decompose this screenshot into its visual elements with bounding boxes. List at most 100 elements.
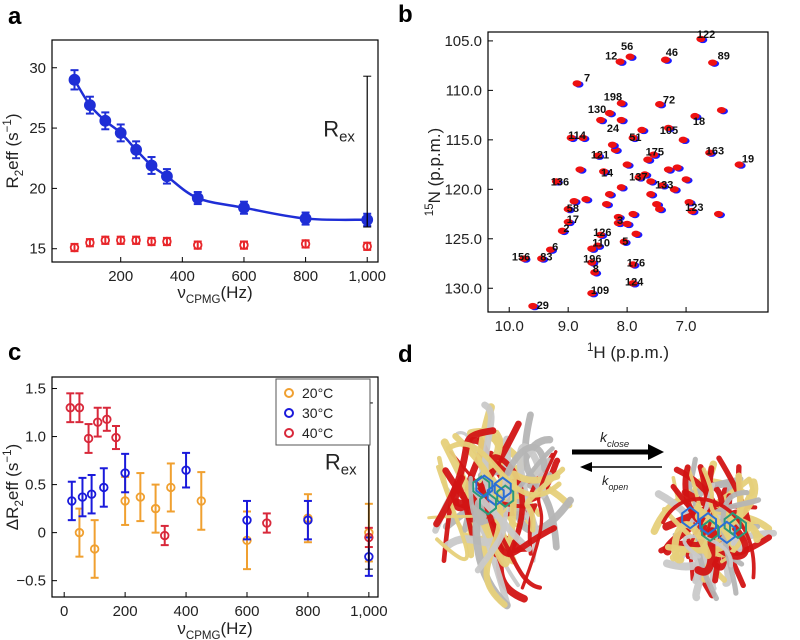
peak-label: 8 — [593, 263, 599, 275]
data-point — [99, 114, 112, 127]
x-tick-label: 400 — [174, 603, 199, 620]
y-tick-label: 1.5 — [25, 381, 46, 398]
data-point — [262, 518, 272, 528]
error-bar — [84, 423, 93, 454]
ribbon — [443, 435, 511, 550]
peak-red — [622, 161, 632, 168]
peak-red — [696, 35, 706, 43]
y-tick-label: 115.0 — [446, 132, 482, 149]
ligand — [681, 506, 700, 530]
text-part: open — [609, 482, 629, 492]
error-bar — [66, 392, 75, 424]
text-part: H (p.p.m.) — [593, 343, 669, 362]
peak-red — [652, 200, 662, 208]
peak-red — [625, 53, 635, 60]
text-part: R — [323, 117, 339, 142]
data-point — [150, 503, 161, 514]
peak-label: 136 — [551, 176, 569, 188]
peak-red — [581, 196, 591, 203]
data-point — [303, 515, 313, 525]
peak-label: 58 — [567, 203, 579, 215]
x-tick-label: 9.0 — [558, 318, 579, 335]
peak-red — [587, 290, 597, 297]
peak-red — [604, 191, 614, 198]
peak-label: 137 — [629, 171, 647, 183]
peak-red — [587, 259, 597, 266]
data-point — [193, 240, 203, 250]
legend-label: 40°C — [302, 425, 333, 441]
peak-red — [637, 126, 647, 134]
error-bar — [242, 499, 251, 541]
y-axis-label: ΔR2eff (s−1) — [2, 444, 26, 530]
peak-red — [593, 152, 603, 159]
x-tick-label: 1,000 — [350, 603, 388, 620]
panel-label: b — [398, 1, 413, 28]
y-tick-label: 130.0 — [444, 280, 482, 297]
x-axis-label: νCPMG(Hz) — [177, 283, 252, 306]
peak-label: 7 — [584, 73, 590, 85]
data-point — [191, 192, 204, 204]
error-bar — [87, 473, 96, 515]
legend-marker — [284, 428, 294, 438]
peak-label: 196 — [583, 254, 601, 266]
ligand — [493, 476, 512, 500]
peak-red — [646, 191, 656, 198]
data-point — [120, 496, 130, 506]
ligand — [717, 520, 736, 545]
plot-frame — [487, 31, 769, 313]
text-part: 2 — [14, 170, 26, 176]
text-part: −1 — [2, 449, 14, 462]
peak-label: 17 — [567, 214, 579, 226]
peak-red — [563, 218, 573, 226]
panel-label: d — [398, 341, 413, 368]
peak-label: 89 — [718, 51, 730, 63]
y-tick-label: 0.5 — [25, 477, 46, 494]
data-point — [130, 143, 143, 156]
peak-label: 105 — [660, 125, 678, 137]
error-bar — [93, 406, 102, 438]
error-bar — [262, 512, 271, 534]
data-point — [238, 201, 250, 214]
peak-label: 46 — [666, 47, 678, 59]
peak-label: 121 — [591, 150, 609, 162]
x-tick-label: 800 — [295, 603, 320, 620]
protein-closed — [650, 455, 778, 602]
data-point — [181, 465, 191, 475]
panel-d — [572, 444, 664, 472]
x-axis-label: 1H (p.p.m.) — [587, 342, 669, 362]
y-tick-label: 25 — [29, 120, 46, 137]
x-tick-label: 0 — [60, 603, 68, 620]
peak-label: 110 — [592, 238, 610, 250]
data-point — [74, 527, 85, 538]
peak-red — [622, 220, 632, 228]
data-point — [85, 237, 95, 248]
data-point — [242, 515, 252, 525]
peak-red — [537, 255, 547, 262]
error-bar — [78, 476, 87, 518]
error-bar — [197, 471, 206, 531]
data-point — [299, 212, 312, 225]
peak-red — [551, 178, 561, 185]
data-point — [161, 170, 173, 183]
text-part: 15 — [424, 203, 436, 216]
ribbon — [433, 427, 497, 528]
peak-red — [643, 156, 653, 163]
peak-red — [646, 178, 656, 185]
peak-label: 109 — [591, 285, 609, 297]
y-tick-label: 110.0 — [446, 82, 482, 99]
peak-label: 3 — [617, 215, 623, 227]
peak-label: 24 — [607, 123, 620, 135]
peak-label: 130 — [588, 104, 606, 116]
data-point — [89, 544, 100, 554]
text-part: close — [607, 439, 629, 450]
peak-red — [596, 231, 606, 239]
peak-red — [563, 205, 573, 213]
peak-red — [596, 116, 606, 124]
peak-label: 5 — [622, 236, 628, 248]
x-tick-label: 600 — [234, 603, 259, 620]
text-part: ) — [3, 113, 22, 119]
peak-red — [655, 101, 665, 108]
peak-red — [528, 302, 538, 310]
